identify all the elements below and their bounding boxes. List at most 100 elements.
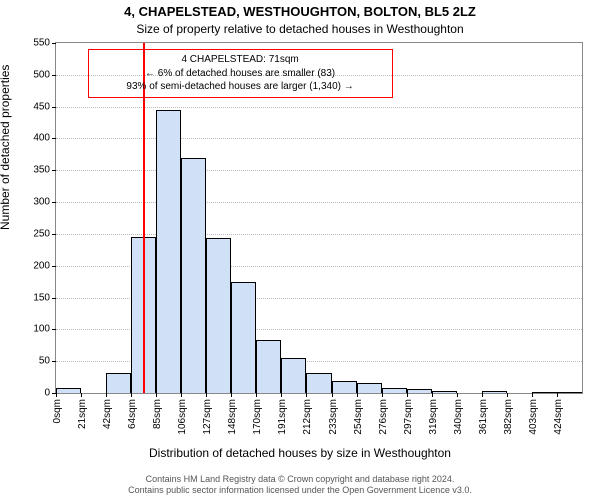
ytick-mark xyxy=(52,202,56,203)
histogram-bar xyxy=(156,110,181,393)
ytick-mark xyxy=(52,266,56,267)
xtick-mark xyxy=(56,393,57,397)
histogram-bar xyxy=(557,392,582,393)
ytick-mark xyxy=(52,138,56,139)
xtick-mark xyxy=(181,393,182,397)
xtick-label: 85sqm xyxy=(152,399,163,429)
xtick-mark xyxy=(457,393,458,397)
xtick-label: 212sqm xyxy=(302,399,313,435)
xtick-mark xyxy=(256,393,257,397)
xtick-label: 191sqm xyxy=(277,399,288,435)
chart-title: 4, CHAPELSTEAD, WESTHOUGHTON, BOLTON, BL… xyxy=(0,4,600,19)
xtick-label: 382sqm xyxy=(503,399,514,435)
annotation-box: 4 CHAPELSTEAD: 71sqm← 6% of detached hou… xyxy=(88,49,393,98)
xtick-label: 0sqm xyxy=(52,399,63,423)
ytick-mark xyxy=(52,43,56,44)
xtick-label: 403sqm xyxy=(528,399,539,435)
annotation-line: 4 CHAPELSTEAD: 71sqm xyxy=(95,53,386,67)
gridline xyxy=(56,170,582,171)
xtick-mark xyxy=(306,393,307,397)
ytick-label: 300 xyxy=(33,197,50,208)
ytick-mark xyxy=(52,107,56,108)
histogram-bar xyxy=(56,388,81,393)
xtick-label: 64sqm xyxy=(127,399,138,429)
ytick-mark xyxy=(52,170,56,171)
ytick-label: 400 xyxy=(33,133,50,144)
xtick-mark xyxy=(231,393,232,397)
chart-footer: Contains HM Land Registry data © Crown c… xyxy=(0,474,600,497)
histogram-bar xyxy=(482,391,507,393)
xtick-mark xyxy=(482,393,483,397)
xtick-mark xyxy=(507,393,508,397)
xtick-mark xyxy=(332,393,333,397)
ytick-label: 350 xyxy=(33,165,50,176)
chart-subtitle: Size of property relative to detached ho… xyxy=(0,22,600,36)
x-axis-label: Distribution of detached houses by size … xyxy=(0,446,600,460)
histogram-bar xyxy=(106,373,131,393)
y-axis-label: Number of detached properties xyxy=(0,65,12,230)
ytick-mark xyxy=(52,361,56,362)
xtick-label: 424sqm xyxy=(553,399,564,435)
histogram-bar xyxy=(256,340,281,393)
xtick-label: 170sqm xyxy=(252,399,263,435)
annotation-line: 93% of semi-detached houses are larger (… xyxy=(95,80,386,94)
histogram-bar xyxy=(332,381,357,393)
xtick-mark xyxy=(357,393,358,397)
ytick-label: 450 xyxy=(33,101,50,112)
xtick-mark xyxy=(432,393,433,397)
ytick-mark xyxy=(52,75,56,76)
histogram-bar xyxy=(382,388,407,393)
gridline xyxy=(56,107,582,108)
xtick-mark xyxy=(131,393,132,397)
ytick-label: 550 xyxy=(33,38,50,49)
xtick-label: 276sqm xyxy=(378,399,389,435)
xtick-mark xyxy=(281,393,282,397)
xtick-label: 233sqm xyxy=(328,399,339,435)
xtick-label: 21sqm xyxy=(77,399,88,429)
xtick-mark xyxy=(206,393,207,397)
footer-line-2: Contains public sector information licen… xyxy=(0,485,600,496)
ytick-label: 250 xyxy=(33,228,50,239)
xtick-label: 42sqm xyxy=(102,399,113,429)
xtick-mark xyxy=(106,393,107,397)
ytick-mark xyxy=(52,329,56,330)
xtick-mark xyxy=(407,393,408,397)
gridline xyxy=(56,202,582,203)
xtick-label: 340sqm xyxy=(453,399,464,435)
xtick-label: 297sqm xyxy=(403,399,414,435)
histogram-bar xyxy=(281,358,306,393)
xtick-mark xyxy=(382,393,383,397)
ytick-label: 200 xyxy=(33,260,50,271)
histogram-bar xyxy=(231,282,256,393)
xtick-label: 127sqm xyxy=(202,399,213,435)
xtick-label: 106sqm xyxy=(177,399,188,435)
histogram-bar xyxy=(432,391,457,393)
ytick-label: 150 xyxy=(33,292,50,303)
ytick-label: 50 xyxy=(39,356,50,367)
xtick-mark xyxy=(81,393,82,397)
xtick-label: 254sqm xyxy=(353,399,364,435)
annotation-line: ← 6% of detached houses are smaller (83) xyxy=(95,67,386,81)
ytick-mark xyxy=(52,298,56,299)
gridline xyxy=(56,138,582,139)
xtick-label: 148sqm xyxy=(227,399,238,435)
histogram-bar xyxy=(206,238,231,393)
xtick-label: 361sqm xyxy=(478,399,489,435)
histogram-bar xyxy=(532,392,557,393)
gridline xyxy=(56,234,582,235)
footer-line-1: Contains HM Land Registry data © Crown c… xyxy=(0,474,600,485)
ytick-mark xyxy=(52,234,56,235)
ytick-label: 100 xyxy=(33,324,50,335)
plot-area: 0501001502002503003504004505005500sqm21s… xyxy=(55,42,583,394)
xtick-mark xyxy=(156,393,157,397)
xtick-mark xyxy=(557,393,558,397)
histogram-bar xyxy=(357,383,382,393)
xtick-label: 319sqm xyxy=(428,399,439,435)
ytick-label: 0 xyxy=(44,388,50,399)
histogram-bar xyxy=(306,373,331,393)
histogram-bar xyxy=(181,158,206,393)
ytick-label: 500 xyxy=(33,69,50,80)
chart-container: 4, CHAPELSTEAD, WESTHOUGHTON, BOLTON, BL… xyxy=(0,0,600,500)
histogram-bar xyxy=(407,389,432,393)
xtick-mark xyxy=(532,393,533,397)
